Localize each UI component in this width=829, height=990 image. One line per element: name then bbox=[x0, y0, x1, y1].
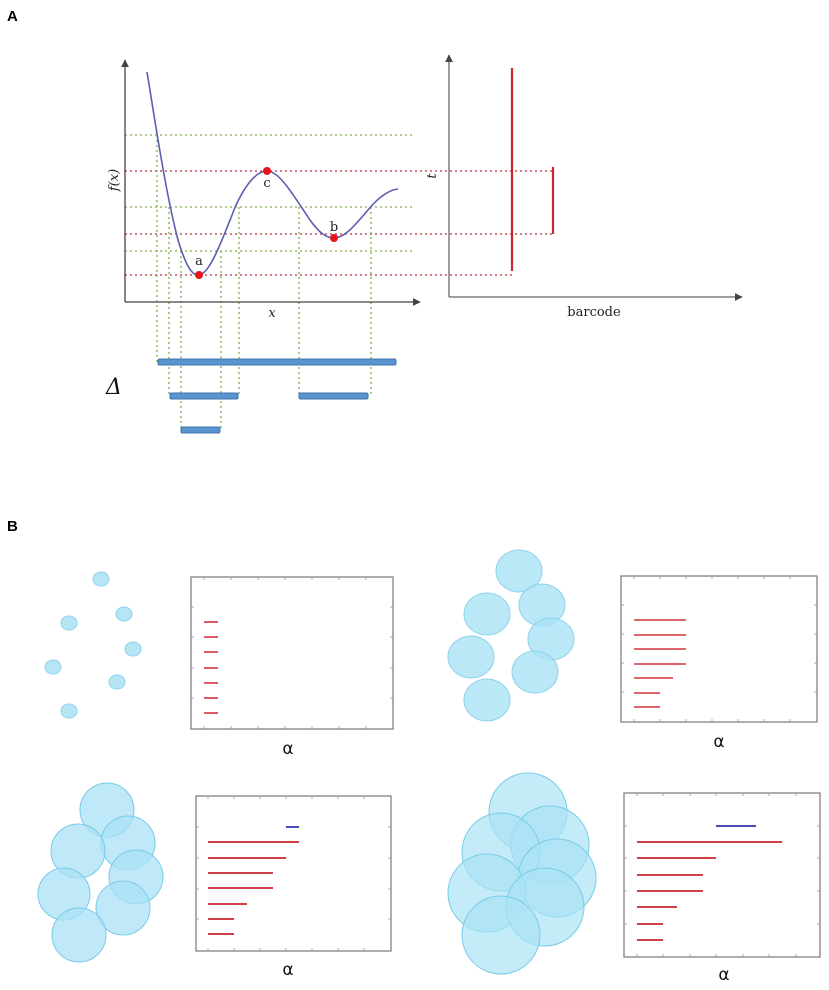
subpanel-bottom-right: α bbox=[447, 772, 821, 985]
subpanel-top-left: α bbox=[44, 571, 394, 759]
subpanel-top-right: α bbox=[447, 549, 818, 752]
barcode-box bbox=[623, 792, 821, 958]
point-cloud bbox=[447, 549, 575, 722]
red-level-lines bbox=[125, 170, 553, 276]
function-plot: a c b f(x) x bbox=[107, 59, 553, 430]
barcode-x-label: barcode bbox=[567, 305, 621, 320]
interval-bar bbox=[180, 426, 221, 434]
delta-label: Δ bbox=[105, 375, 122, 400]
critical-point-a bbox=[195, 271, 203, 279]
point-cloud bbox=[447, 772, 597, 975]
point-label-b: b bbox=[330, 220, 338, 235]
interval-bar bbox=[169, 392, 239, 400]
subpanel-bottom-left: α bbox=[37, 782, 392, 980]
alpha-axis-label: α bbox=[718, 965, 729, 985]
function-curve bbox=[146, 71, 399, 276]
alpha-axis-label: α bbox=[713, 732, 724, 752]
green-drop-lines bbox=[156, 135, 372, 430]
point-cloud bbox=[37, 782, 164, 963]
interval-bar bbox=[157, 358, 397, 366]
point-label-a: a bbox=[195, 254, 203, 269]
y-axis-label: f(x) bbox=[107, 169, 122, 192]
alpha-axis-label: α bbox=[282, 960, 293, 980]
x-axis-label: x bbox=[268, 306, 276, 321]
barcode-y-label: t bbox=[425, 173, 440, 179]
alpha-axis-label: α bbox=[282, 739, 293, 759]
panel-a-label: A bbox=[7, 8, 18, 25]
green-level-lines bbox=[125, 134, 414, 252]
barcode-box bbox=[195, 795, 392, 952]
barcode-box bbox=[190, 576, 394, 730]
interval-bar bbox=[298, 392, 369, 400]
panel-b-label: B bbox=[7, 518, 18, 535]
critical-point-b bbox=[330, 234, 338, 242]
barcode-plot: t barcode bbox=[425, 54, 743, 320]
point-cloud bbox=[44, 571, 142, 719]
barcode-box bbox=[620, 575, 818, 723]
sublevel-intervals: Δ bbox=[105, 358, 397, 434]
critical-point-c bbox=[263, 167, 271, 175]
point-label-c: c bbox=[263, 176, 270, 191]
